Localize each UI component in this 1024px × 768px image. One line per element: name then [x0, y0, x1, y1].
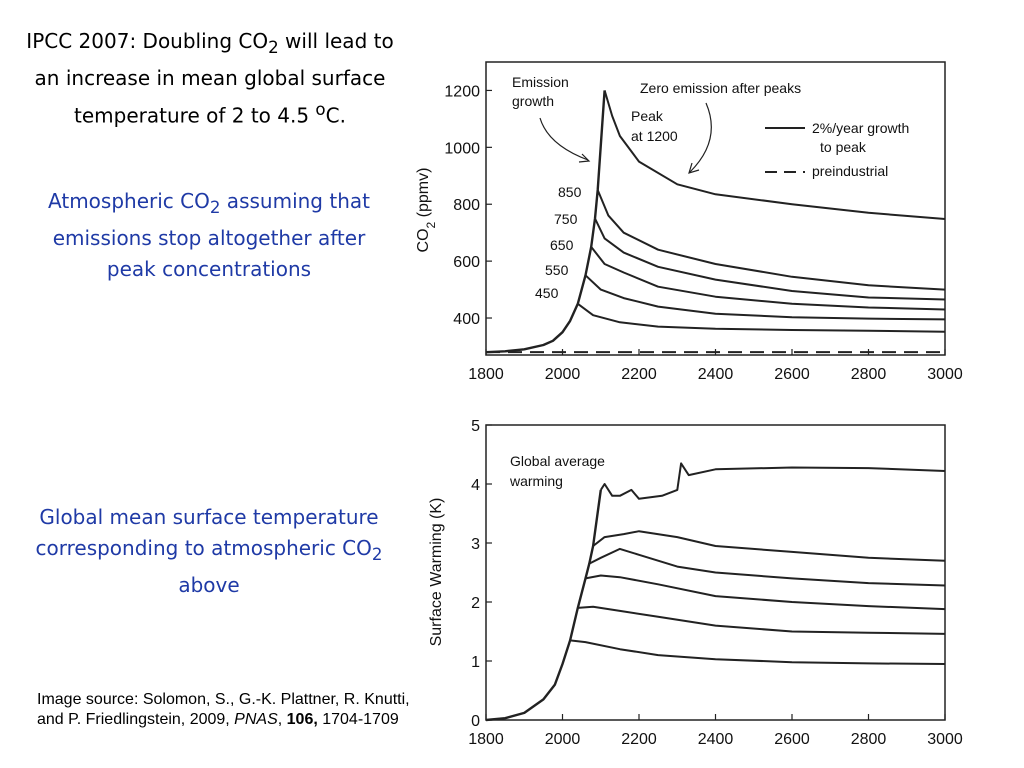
- y-tick-label-1000: 1000: [444, 140, 480, 157]
- emission-growth-arrow: [539, 117, 589, 161]
- peak-850-label: 850: [558, 184, 582, 200]
- x-tick-label-2200: 2200: [621, 731, 657, 748]
- y-tick-label-2: 2: [471, 595, 480, 612]
- zero-emission-label: Zero emission after peaks: [640, 80, 801, 96]
- y-tick-label-0: 0: [471, 713, 480, 730]
- x-tick-label-2600: 2600: [774, 731, 810, 748]
- series-line-750: [594, 218, 946, 301]
- series-line-2: [588, 547, 946, 587]
- emission-growth-label-line2: growth: [512, 93, 554, 109]
- series-line-550: [584, 274, 946, 321]
- global-average-label-line2: warming: [509, 473, 563, 489]
- series-line-1200: [603, 90, 946, 220]
- y-tick-label-1200: 1200: [444, 83, 480, 100]
- y-tick-label-1: 1: [471, 654, 480, 671]
- series-line-1: [592, 530, 946, 562]
- series-line-650: [590, 246, 946, 311]
- y-tick-label-3: 3: [471, 536, 480, 553]
- warming-y-axis-label: Surface Warming (K): [428, 498, 445, 647]
- y-tick-label-5: 5: [471, 418, 480, 435]
- legend-growth-line1: 2%/year growth: [812, 120, 909, 136]
- rise-line: [485, 489, 602, 722]
- chart-2: 1800 2000 2200 2400 2600 2800 3000 0 1 2 3 4 5: [468, 418, 963, 748]
- x-tick-label-1800: 1800: [468, 366, 504, 383]
- series-line-4: [577, 605, 946, 635]
- legend-preindustrial: preindustrial: [812, 163, 888, 179]
- y-tick-label-600: 600: [453, 254, 480, 271]
- emission-growth-label-line1: Emission: [512, 74, 569, 90]
- zero-emission-arrowhead: [688, 162, 700, 174]
- peak-750-label: 750: [554, 211, 578, 227]
- x-tick-label-3000: 3000: [927, 366, 963, 383]
- peak-450-label: 450: [535, 285, 559, 301]
- peak-550-label: 550: [545, 262, 569, 278]
- peak-label-line2: at 1200: [631, 128, 678, 144]
- x-tick-label-2600: 2600: [774, 366, 810, 383]
- x-tick-label-3000: 3000: [927, 731, 963, 748]
- co2-chart-description: Atmospheric CO2 assuming that emissions …: [48, 189, 370, 281]
- x-tick-label-2800: 2800: [851, 366, 887, 383]
- y-tick-label-4: 4: [471, 477, 480, 494]
- series-line-5: [569, 639, 946, 665]
- x-tick-label-1800: 1800: [468, 731, 504, 748]
- x-tick-label-2400: 2400: [698, 366, 734, 383]
- slide-title: IPCC 2007: Doubling CO2 will lead to an …: [26, 29, 394, 128]
- series-line-450: [577, 302, 946, 333]
- x-tick-label-2000: 2000: [545, 366, 581, 383]
- x-tick-label-2000: 2000: [545, 731, 581, 748]
- y-tick-label-400: 400: [453, 311, 480, 328]
- plot-frame: [485, 61, 946, 356]
- x-tick-label-2200: 2200: [621, 366, 657, 383]
- zero-emission-arrow: [689, 102, 712, 173]
- chart-1: 1800 2000 2200 2400 2600 2800 3000 400 600 800 100…: [444, 61, 963, 383]
- peak-label-line1: Peak: [631, 108, 664, 124]
- warming-chart-description: Global mean surface temperature correspo…: [35, 505, 383, 597]
- x-tick-label-2800: 2800: [851, 731, 887, 748]
- global-average-label-line1: Global average: [510, 453, 605, 469]
- legend-growth-line2: to peak: [820, 139, 867, 155]
- y-tick-label-800: 800: [453, 197, 480, 214]
- series-line-0: [599, 462, 946, 500]
- peak-650-label: 650: [550, 237, 574, 253]
- co2-y-axis-label: CO2 (ppmv): [415, 168, 438, 253]
- series-line-3: [585, 574, 946, 611]
- image-source-citation: Image source: Solomon, S., G.-K. Plattne…: [37, 691, 410, 728]
- x-tick-label-2400: 2400: [698, 731, 734, 748]
- emission-growth-arrowhead: [578, 153, 591, 163]
- series-line-850: [596, 189, 946, 291]
